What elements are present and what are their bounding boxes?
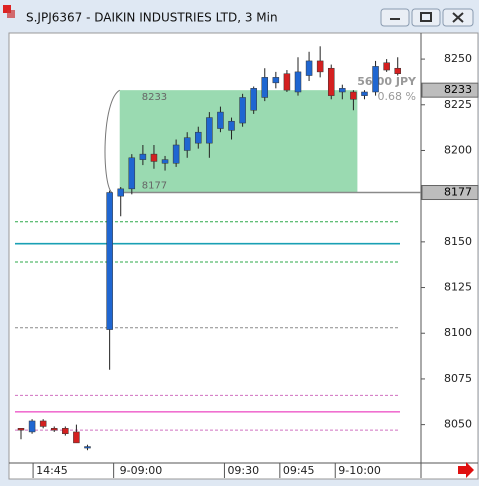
x-tick-label: 09:30 [227,464,259,477]
candle-body [350,91,357,100]
candle-body [261,77,269,98]
candle-body [361,91,368,96]
candle-body [217,111,224,129]
price-marker [421,82,479,98]
candle-body [62,428,69,435]
change-label: 56.00 JPY [357,75,417,88]
price-marker-label: 8177 [444,186,472,199]
candle-body [106,192,113,330]
close-icon [452,12,464,23]
candle-body [383,62,390,71]
candle-body [294,71,302,93]
candle-body [394,67,401,74]
range-high-label: 8233 [142,92,167,103]
candle-body [161,159,169,164]
app-icon [3,5,11,13]
candle-body [316,60,324,73]
range-box [119,90,358,193]
candle-body [50,428,58,431]
candle-body [228,120,235,131]
x-tick-label: 09:45 [283,464,315,477]
y-tick-label: 8150 [444,235,472,248]
maximize-icon [420,12,432,22]
price-marker [421,185,479,201]
candle-body [84,446,91,449]
candle-body [39,420,47,427]
candle-body [283,73,291,91]
candle-body [73,431,80,444]
y-tick-label: 8075 [444,372,472,385]
candle-body [28,420,36,433]
maximize-button[interactable] [411,8,441,27]
range-low-label: 8177 [142,181,167,192]
candle-body [139,153,147,160]
y-tick-label: 8050 [444,418,472,431]
change-pct-label: 0.68 % [378,90,416,103]
candle-body [206,117,213,144]
y-tick-label: 8250 [444,52,472,65]
candle-body [195,131,202,144]
candle-body [172,144,180,164]
y-tick-label: 8200 [444,143,472,156]
y-tick-label: 8125 [444,281,472,294]
candle-body [327,67,335,96]
range-arc [104,89,121,193]
candle-body [339,88,346,93]
window-title: S.JPJ6367 - DAIKIN INDUSTRIES LTD, 3 Min [26,11,278,25]
candle-body [372,66,379,93]
candle-body [117,188,124,197]
minimize-button[interactable] [380,8,410,27]
y-tick-label: 8225 [444,98,472,111]
candle-body [239,97,246,124]
candle-body [305,60,313,76]
candle-body [128,157,136,190]
app-icon [7,10,15,18]
y-tick-label: 8100 [444,326,472,339]
x-tick-label: 9-10:00 [338,464,381,477]
scroll-arrow[interactable] [458,462,474,478]
candle-body [150,153,158,162]
x-tick-label: 14:45 [36,464,68,477]
candle-body [183,137,191,151]
candle-body [17,428,25,431]
price-marker-label: 8233 [444,83,472,96]
candle-body [250,88,257,111]
candle-body [272,77,280,84]
x-tick-label: 9-09:00 [120,464,163,477]
